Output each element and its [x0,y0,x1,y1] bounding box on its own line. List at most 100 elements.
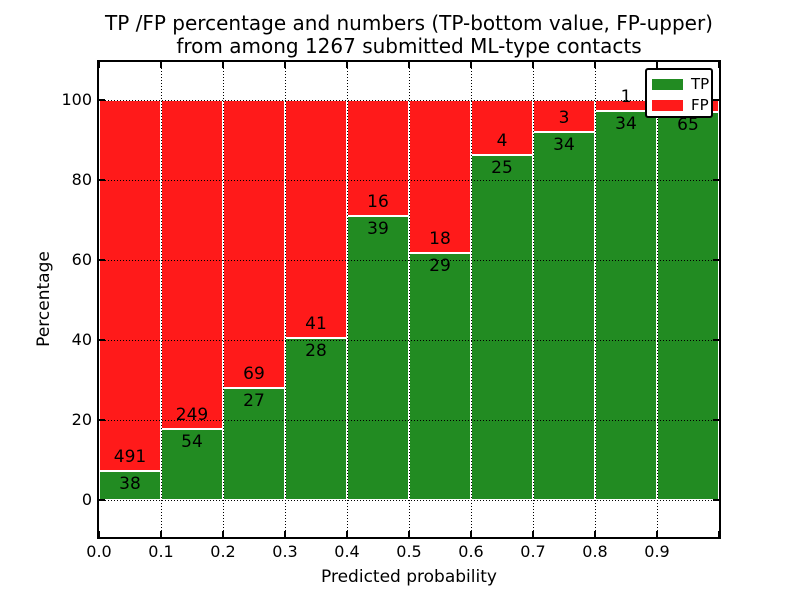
y-tick-mark [713,339,719,341]
tp-count-label: 27 [243,390,265,411]
fp-count-label: 3 [558,108,570,129]
y-tick-mark [99,259,105,261]
x-tick-mark [98,62,100,68]
fp-bar-segment [223,100,285,388]
x-tick-mark [284,531,286,537]
fp-count-label: 16 [367,192,389,213]
x-tick-mark [408,62,410,68]
fp-swatch-icon [652,100,683,111]
x-tick-label: 0.2 [210,542,236,561]
fp-bar-segment [409,100,471,254]
x-tick-mark [222,62,224,68]
gridline-vertical [346,62,348,537]
fp-bar-segment [99,100,161,472]
y-tick-label: 0 [81,490,92,509]
tp-bar-segment [471,155,533,500]
x-tick-mark [470,531,472,537]
tp-bar-segment [347,216,409,500]
tp-bar-segment [533,132,595,500]
gridline-vertical [656,62,658,537]
tp-count-label: 38 [119,474,141,495]
x-tick-label: 0.3 [272,542,298,561]
y-tick-label: 80 [71,170,92,189]
y-tick-mark [99,339,105,341]
x-tick-mark [594,531,596,537]
x-tick-mark [160,62,162,68]
y-tick-mark [99,99,105,101]
chart-title-line1: TP /FP percentage and numbers (TP-bottom… [105,11,713,35]
chart-title-line2: from among 1267 submitted ML-type contac… [176,34,642,58]
x-tick-mark [470,62,472,68]
y-tick-mark [99,499,105,501]
fp-bar-segment [285,100,347,338]
y-tick-mark [713,499,719,501]
x-tick-label: 0.6 [458,542,484,561]
y-tick-mark [99,179,105,181]
legend-label-tp: TP [691,75,710,93]
x-axis-label: Predicted probability [321,567,497,587]
x-tick-label: 0.8 [582,542,608,561]
tp-count-label: 25 [491,158,513,179]
gridline-vertical [284,62,286,537]
tp-bar-segment [161,428,223,500]
fp-count-label: 1 [620,87,632,108]
fp-count-label: 491 [113,447,147,468]
x-tick-mark [532,531,534,537]
tp-bar-segment [409,253,471,500]
x-tick-label: 0.7 [520,542,546,561]
gridline-horizontal [99,499,719,501]
tp-bar-segment [285,337,347,500]
gridline-vertical [470,62,472,537]
y-tick-mark [713,419,719,421]
gridline-vertical [408,62,410,537]
x-tick-label: 0.4 [334,542,360,561]
legend-entry-tp: TP [647,74,711,95]
tp-count-label: 39 [367,219,389,240]
tp-count-label: 65 [677,114,699,135]
tp-bar-segment [595,111,657,500]
tp-count-label: 34 [553,135,575,156]
tp-count-label: 54 [181,431,203,452]
x-tick-label: 0.9 [644,542,670,561]
y-tick-label: 100 [61,90,92,109]
gridline-vertical [594,62,596,537]
gridline-horizontal [99,99,719,101]
y-tick-label: 40 [71,330,92,349]
chart-title: TP /FP percentage and numbers (TP-bottom… [99,12,719,58]
x-tick-label: 0.0 [86,542,112,561]
tp-count-label: 28 [305,340,327,361]
y-tick-label: 20 [71,410,92,429]
gridline-horizontal [99,339,719,341]
x-tick-mark [98,531,100,537]
tp-count-label: 34 [615,114,637,135]
x-tick-mark [160,531,162,537]
gridline-horizontal [99,259,719,261]
fp-count-label: 18 [429,229,451,250]
x-tick-mark [718,62,720,68]
y-tick-mark [713,99,719,101]
x-tick-mark [656,531,658,537]
x-tick-mark [346,531,348,537]
legend: TP FP [645,68,713,118]
gridline-vertical [532,62,534,537]
fp-bar-segment [347,100,409,217]
legend-label-fp: FP [691,96,709,114]
fp-count-label: 4 [496,131,508,152]
fp-count-label: 41 [305,313,327,334]
x-tick-mark [408,531,410,537]
x-tick-mark [222,531,224,537]
x-tick-mark [718,531,720,537]
tp-bar-segment [99,471,161,500]
x-tick-mark [346,62,348,68]
x-tick-mark [656,62,658,68]
x-tick-mark [594,62,596,68]
y-tick-mark [713,259,719,261]
tp-count-label: 29 [429,256,451,277]
gridline-horizontal [99,179,719,181]
x-tick-label: 0.1 [148,542,174,561]
fp-bar-segment [161,100,223,429]
x-tick-mark [532,62,534,68]
fp-count-label: 69 [243,363,265,384]
legend-entry-fp: FP [647,95,711,116]
